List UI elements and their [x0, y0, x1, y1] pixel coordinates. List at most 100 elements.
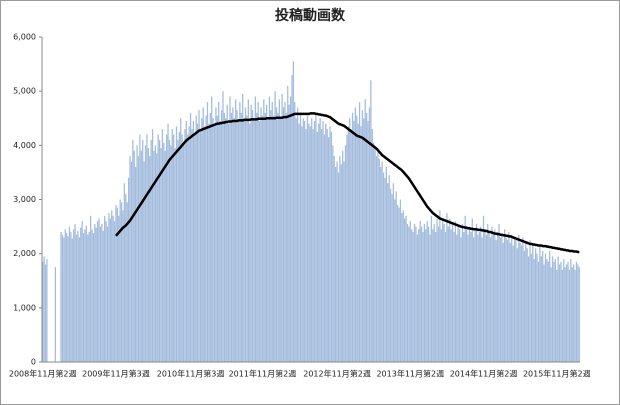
bar — [547, 261, 549, 362]
bar — [478, 232, 480, 362]
bar — [268, 96, 271, 362]
bar — [339, 156, 341, 362]
bar — [549, 250, 551, 362]
bar — [105, 221, 107, 362]
bar — [204, 126, 206, 362]
bar — [236, 110, 238, 362]
bar — [425, 229, 427, 362]
bar — [151, 129, 154, 362]
bar — [473, 237, 475, 362]
bar — [509, 242, 511, 362]
bar — [460, 237, 462, 362]
bar — [542, 250, 544, 362]
bar — [215, 107, 217, 363]
bar — [311, 118, 313, 362]
bar — [244, 107, 247, 363]
bar — [175, 126, 178, 362]
bar — [196, 123, 199, 363]
trend-line — [114, 112, 580, 254]
bar — [266, 104, 268, 362]
bar — [263, 99, 265, 363]
bar — [523, 250, 526, 362]
bar — [46, 259, 48, 362]
y-tick-label: 5,000 — [13, 87, 36, 96]
bar — [253, 118, 255, 362]
bar — [423, 223, 426, 362]
bar — [565, 264, 568, 362]
bar — [505, 237, 507, 362]
bar — [84, 229, 86, 362]
bar — [201, 118, 203, 362]
bar — [302, 118, 304, 362]
bar — [74, 223, 76, 362]
bar — [494, 229, 496, 362]
bar — [309, 126, 311, 362]
bar — [168, 139, 171, 362]
bar — [374, 148, 376, 362]
x-tick-label: 2015年11月第2週 — [523, 369, 591, 379]
bar — [223, 112, 226, 362]
bar — [75, 234, 78, 362]
bar — [142, 139, 144, 362]
bar — [233, 118, 235, 362]
bar — [436, 218, 438, 362]
bar — [153, 150, 155, 362]
y-tick-label: 3,000 — [13, 195, 36, 204]
bar — [208, 123, 210, 363]
bar — [336, 161, 338, 362]
bar — [350, 129, 352, 362]
bar — [325, 123, 327, 363]
bar — [332, 145, 334, 362]
bar — [71, 238, 73, 362]
bar — [454, 221, 456, 362]
bar — [320, 129, 323, 362]
bar — [212, 118, 214, 362]
bar — [230, 112, 233, 362]
bar — [474, 229, 476, 362]
bar — [349, 118, 351, 362]
bar — [378, 158, 380, 362]
bar — [401, 213, 403, 362]
bar — [275, 107, 278, 363]
bar — [249, 123, 251, 363]
bar — [70, 232, 72, 362]
bar — [577, 264, 579, 362]
bar — [173, 134, 175, 362]
bar — [520, 245, 523, 362]
bar — [177, 139, 179, 362]
bar — [247, 99, 249, 363]
bar — [419, 221, 421, 362]
bar — [554, 259, 556, 362]
bar — [537, 261, 540, 362]
bar — [146, 134, 148, 362]
bar — [560, 261, 562, 362]
bar — [477, 234, 479, 362]
bar — [557, 256, 559, 362]
y-tick-label: 6,000 — [13, 33, 36, 42]
x-tick-label: 2009年11月第3週 — [82, 369, 150, 379]
bar — [122, 210, 124, 362]
bar — [327, 137, 330, 362]
bar — [573, 264, 575, 362]
bar — [499, 237, 502, 362]
bar — [125, 194, 127, 362]
bar — [229, 96, 231, 362]
bar — [465, 229, 468, 362]
bar — [450, 229, 452, 362]
bar — [246, 115, 248, 363]
bar — [260, 107, 262, 363]
bar — [85, 225, 87, 362]
bar — [343, 161, 345, 362]
bar — [426, 221, 428, 362]
bar — [60, 232, 62, 362]
bar — [377, 150, 379, 362]
bar — [296, 107, 299, 363]
bar — [225, 118, 227, 362]
bar — [270, 110, 272, 362]
bar — [120, 202, 123, 362]
bar — [416, 234, 418, 362]
bar — [418, 229, 420, 362]
bar — [222, 91, 224, 363]
bar — [211, 96, 213, 362]
bar — [251, 110, 254, 362]
